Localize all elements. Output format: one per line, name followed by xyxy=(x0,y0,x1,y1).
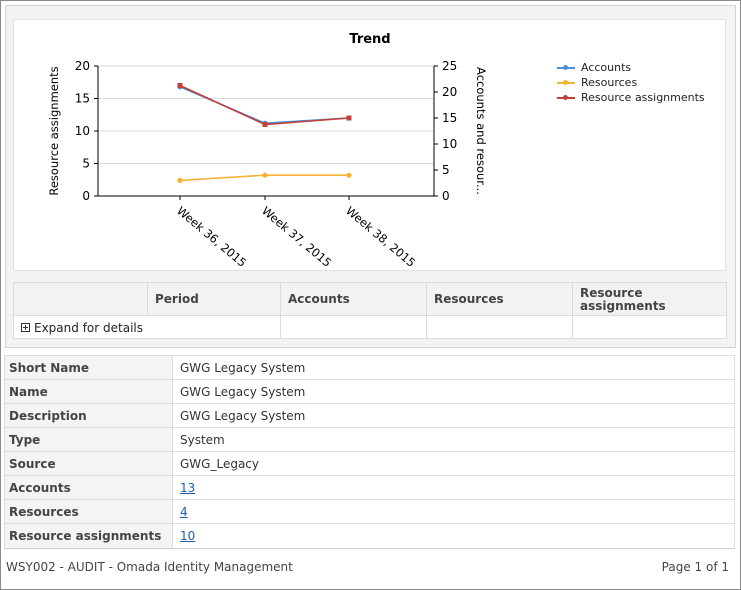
summary-header: Period Accounts Resources Resource assig… xyxy=(14,283,726,316)
summary-table: Period Accounts Resources Resource assig… xyxy=(13,282,727,339)
col-resource-assignments: Resource assignments xyxy=(572,283,727,316)
legend-label: Resources xyxy=(581,76,638,89)
legend-swatch-icon xyxy=(557,94,575,102)
expand-details-button[interactable]: Expand for details xyxy=(21,316,143,339)
details-row: Resources 4 xyxy=(5,500,734,524)
right-tick-label: 10 xyxy=(442,137,457,151)
trend-chart: 0 5 10 15 20 0 5 10 15 20 25 Week 36, 2015 Week 37, … xyxy=(13,19,726,271)
legend-label: Resource assignments xyxy=(581,91,705,104)
left-tick-label: 10 xyxy=(75,124,90,138)
series-line xyxy=(179,86,350,125)
col-accounts: Accounts xyxy=(280,283,426,316)
details-value: 13 xyxy=(173,476,195,499)
details-label: Resources xyxy=(5,500,173,523)
details-value: GWG Legacy System xyxy=(180,408,306,423)
details-row: Type System xyxy=(5,428,734,452)
col-period: Period xyxy=(147,283,280,316)
legend-item: Accounts xyxy=(557,60,705,75)
legend-item: Resource assignments xyxy=(557,90,705,105)
x-tick-label: Week 38, 2015 xyxy=(343,204,418,270)
details-value: 10 xyxy=(173,524,195,548)
cell-accounts xyxy=(280,316,426,339)
details-value: 4 xyxy=(173,500,188,523)
footer-title: WSY002 - AUDIT - Omada Identity Manageme… xyxy=(6,560,293,574)
left-tick-label: 0 xyxy=(82,189,90,203)
left-tick-label: 15 xyxy=(75,92,90,106)
series-point xyxy=(346,115,352,121)
legend-label: Accounts xyxy=(581,61,632,74)
details-row: Name GWG Legacy System xyxy=(5,380,734,404)
details-row: Resource assignments 10 xyxy=(5,524,734,548)
left-tick-label: 20 xyxy=(75,59,90,73)
trend-chart-svg: 0 5 10 15 20 0 5 10 15 20 25 Week 36, 2015 Week 37, … xyxy=(47,32,488,270)
col-resources: Resources xyxy=(426,283,572,316)
details-value-link[interactable]: 4 xyxy=(180,504,188,519)
chart-legend: Accounts Resources Resource assignments xyxy=(557,60,705,105)
series-point xyxy=(177,177,183,183)
right-tick-label: 20 xyxy=(442,85,457,99)
legend-swatch-icon xyxy=(557,79,575,87)
details-value: GWG_Legacy xyxy=(180,456,259,471)
details-label: Short Name xyxy=(5,356,173,379)
details-value-link[interactable]: 13 xyxy=(180,480,196,495)
series-point xyxy=(177,83,183,88)
left-axis-label: Resource assignments xyxy=(47,66,61,195)
chart-title: Trend xyxy=(349,32,390,47)
details-label: Resource assignments xyxy=(5,524,173,548)
details-value: GWG Legacy System xyxy=(180,384,306,399)
details-table: Short Name GWG Legacy System Name GWG Legac… xyxy=(4,355,735,549)
right-tick-label: 0 xyxy=(442,189,450,203)
chart-panel: 0 5 10 15 20 0 5 10 15 20 25 Week 36, 2015 Week 37, … xyxy=(5,5,736,348)
expand-plus-icon xyxy=(21,323,30,332)
series-point xyxy=(262,122,268,127)
left-tick-label: 5 xyxy=(82,157,90,171)
details-value: System xyxy=(180,432,225,447)
right-tick-label: 15 xyxy=(442,111,457,125)
right-tick-label: 25 xyxy=(442,59,457,73)
right-axis-label: Accounts and resour... xyxy=(474,67,488,195)
details-label: Name xyxy=(5,380,173,403)
details-label: Accounts xyxy=(5,476,173,499)
right-tick-label: 5 xyxy=(442,163,450,177)
details-label: Description xyxy=(5,404,173,427)
series-point xyxy=(262,172,268,178)
series-line xyxy=(179,84,350,126)
details-value: GWG Legacy System xyxy=(180,360,306,375)
details-row: Description GWG Legacy System xyxy=(5,404,734,428)
series-point xyxy=(346,172,352,178)
cell-resource-assignments xyxy=(572,316,727,339)
details-row: Accounts 13 xyxy=(5,476,734,500)
legend-item: Resources xyxy=(557,75,705,90)
details-row: Short Name GWG Legacy System xyxy=(5,356,734,380)
details-label: Source xyxy=(5,452,173,475)
x-tick-label: Week 37, 2015 xyxy=(259,204,334,270)
legend-swatch-icon xyxy=(557,64,575,72)
summary-row: Expand for details xyxy=(14,316,726,339)
footer-divider xyxy=(4,548,735,549)
page-indicator: Page 1 of 1 xyxy=(661,560,729,574)
details-label: Type xyxy=(5,428,173,451)
x-tick-label: Week 36, 2015 xyxy=(174,204,249,270)
cell-resources xyxy=(426,316,572,339)
details-value-link[interactable]: 10 xyxy=(180,529,196,543)
details-row: Source GWG_Legacy xyxy=(5,452,734,476)
expand-label: Expand for details xyxy=(34,320,143,335)
